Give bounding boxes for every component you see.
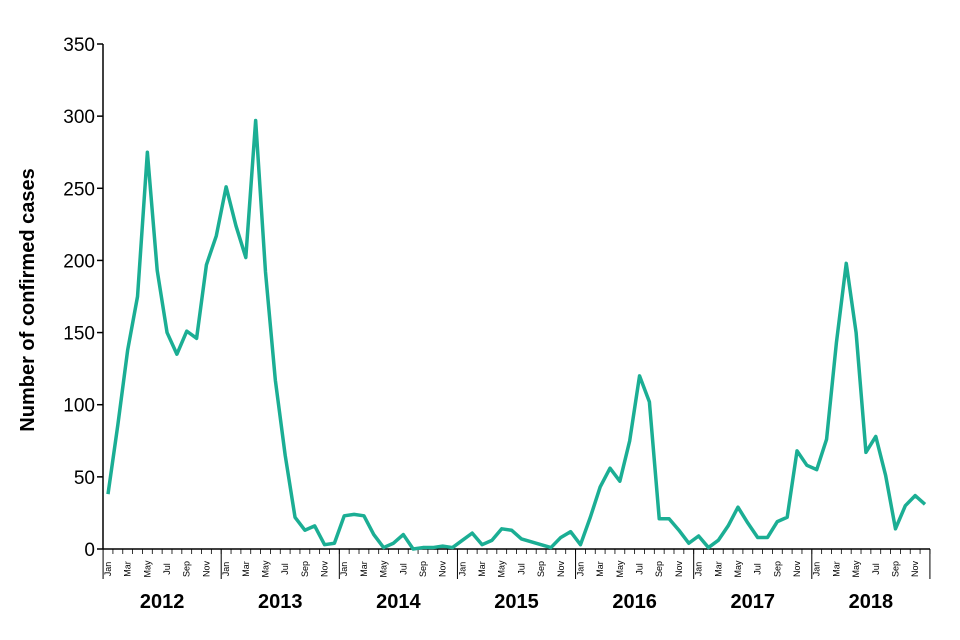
x-tick-label: Mar (595, 561, 605, 577)
x-tick-label: Jan (812, 562, 822, 577)
x-tick-label: Sep (536, 561, 546, 577)
x-tick-label: Jan (339, 562, 349, 577)
x-tick-label: Mar (241, 561, 251, 577)
x-tick-label: Mar (477, 561, 487, 577)
x-tick-label: Nov (792, 561, 802, 578)
x-tick-label: Sep (654, 561, 664, 577)
year-label: 2013 (258, 591, 303, 613)
x-tick-label: Jan (694, 562, 704, 577)
y-axis-label: Number of confirmed cases (17, 168, 39, 431)
x-tick-label: Jul (398, 563, 408, 575)
x-tick-label: May (379, 560, 389, 578)
x-tick-label: Jan (103, 562, 113, 577)
x-tick-label: May (497, 560, 507, 578)
x-tick-label: May (851, 560, 861, 578)
y-tick-label: 50 (74, 468, 95, 489)
x-tick-label: Mar (713, 561, 723, 577)
x-tick-label: Nov (910, 561, 920, 578)
x-tick-label: Nov (320, 561, 330, 578)
x-tick-label: Mar (123, 561, 133, 577)
y-tick-label: 350 (63, 35, 95, 56)
year-label: 2017 (730, 591, 775, 613)
x-tick-label: Jul (635, 563, 645, 575)
y-tick-label: 200 (63, 251, 95, 272)
x-tick-label: Jul (280, 563, 290, 575)
x-tick-label: Mar (359, 561, 369, 577)
x-tick-label: May (615, 560, 625, 578)
x-tick-label: Nov (201, 561, 211, 578)
x-tick-label: Jan (457, 562, 467, 577)
x-tick-label: Sep (300, 561, 310, 577)
x-tick-label: Jul (516, 563, 526, 575)
year-label: 2014 (376, 591, 421, 613)
x-tick-label: Sep (418, 561, 428, 577)
x-tick-label: Jan (575, 562, 585, 577)
x-tick-label: Sep (182, 561, 192, 577)
year-label: 2015 (494, 591, 539, 613)
x-tick-label: Nov (674, 561, 684, 578)
y-tick-label: 0 (84, 540, 95, 561)
x-tick-label: May (260, 560, 270, 578)
x-tick-label: May (142, 560, 152, 578)
year-label: 2016 (612, 591, 657, 613)
y-tick-label: 250 (63, 179, 95, 200)
x-tick-label: May (733, 560, 743, 578)
x-tick-label: Jul (753, 563, 763, 575)
year-label: 2018 (849, 591, 894, 613)
year-label: 2012 (140, 591, 185, 613)
y-tick-label: 300 (63, 107, 95, 128)
y-tick-label: 150 (63, 324, 95, 345)
x-tick-label: Nov (556, 561, 566, 578)
x-tick-label: Jul (871, 563, 881, 575)
x-tick-label: Jan (221, 562, 231, 577)
y-tick-label: 100 (63, 396, 95, 417)
x-tick-label: Jul (162, 563, 172, 575)
x-tick-label: Nov (438, 561, 448, 578)
data-line (106, 118, 927, 551)
x-tick-label: Sep (890, 561, 900, 577)
x-tick-label: Mar (831, 561, 841, 577)
x-tick-label: Sep (772, 561, 782, 577)
